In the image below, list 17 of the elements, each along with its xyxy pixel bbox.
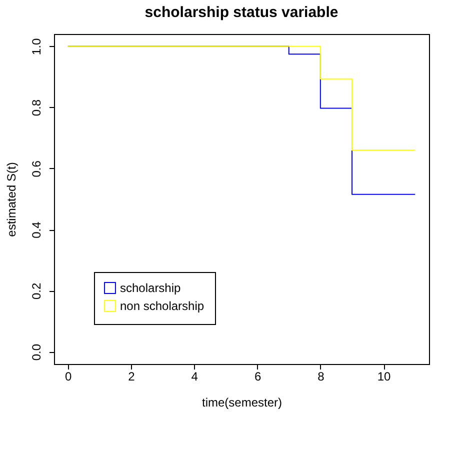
legend-label: scholarship: [120, 281, 182, 295]
y-tick-label: 0.4: [30, 221, 44, 238]
x-tick-label: 4: [191, 370, 198, 384]
x-tick-label: 0: [65, 370, 72, 384]
y-tick-label: 0.8: [30, 99, 44, 116]
y-tick-label: 0.0: [30, 344, 44, 361]
x-tick-label: 6: [254, 370, 262, 384]
x-tick-label: 8: [318, 370, 325, 384]
x-tick-label: 2: [128, 370, 136, 384]
y-tick-label: 0.2: [30, 282, 44, 300]
y-axis-title: estimated S(t): [4, 162, 18, 237]
chart-title: scholarship status variable: [144, 4, 338, 21]
y-tick-label: 0.6: [30, 160, 44, 178]
x-tick-label: 10: [377, 370, 392, 384]
y-tick-label: 1.0: [30, 38, 44, 56]
x-axis-title: time(semester): [202, 396, 282, 410]
legend-label: non scholarship: [120, 299, 204, 313]
